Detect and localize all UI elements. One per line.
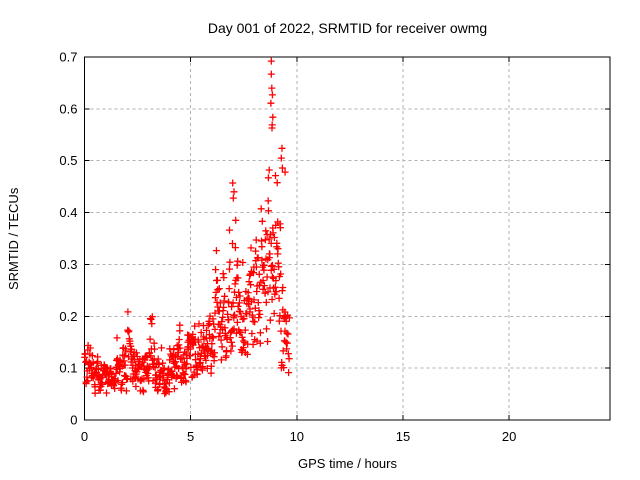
x-tick-label: 15 [396,429,410,444]
y-tick-label: 0 [70,413,77,428]
x-tick-label: 0 [81,429,88,444]
y-tick-label: 0.2 [59,309,77,324]
y-tick-label: 0.7 [59,50,77,65]
x-axis-label: GPS time / hours [298,456,397,471]
x-tick-label: 10 [290,429,304,444]
y-tick-label: 0.5 [59,153,77,168]
plot-title: Day 001 of 2022, SRMTID for receiver owm… [207,20,488,36]
y-tick-label: 0.4 [59,205,77,220]
y-tick-label: 0.3 [59,257,77,272]
data-points [81,57,293,398]
y-tick-label: 0.1 [59,361,77,376]
y-tick-label: 0.6 [59,101,77,116]
plot-border [84,56,611,421]
x-tick-label: 5 [187,429,194,444]
x-tick-label: 20 [502,429,516,444]
